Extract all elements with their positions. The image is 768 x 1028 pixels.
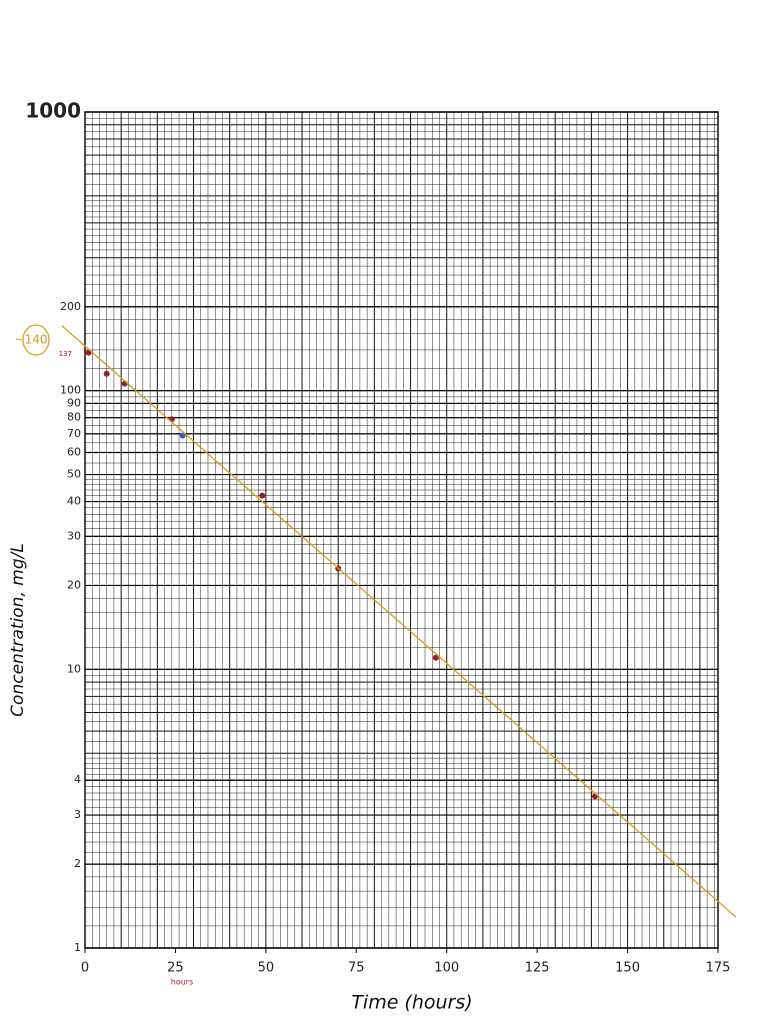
- data-point: [179, 432, 186, 439]
- y-tick-label: 40: [67, 495, 81, 508]
- data-point: [168, 416, 175, 423]
- y-axis-label: Concentration, mg/L: [8, 543, 28, 717]
- plot-frame: [84, 111, 719, 949]
- y-tick-label: 2: [74, 857, 81, 870]
- x-tick-label: 100: [434, 961, 459, 976]
- y-tick-label: 100: [60, 384, 81, 397]
- graph-paper: [84, 112, 718, 949]
- y-tick-label: 70: [67, 427, 81, 440]
- y-tick-label: 90: [67, 396, 81, 409]
- x-tick-label: 25: [167, 961, 184, 976]
- y-tick-label: 1: [74, 941, 81, 954]
- data-point: [432, 654, 439, 661]
- annotation: ~140: [15, 333, 48, 347]
- y-tick-label: 1000: [25, 99, 81, 123]
- annotation-circle: [22, 324, 50, 356]
- y-tick-label: 10: [67, 662, 81, 675]
- data-point: [259, 492, 266, 499]
- x-tick-label: 0: [81, 961, 89, 976]
- x-tick-label: 50: [258, 961, 275, 976]
- x-tick-label: 75: [348, 961, 365, 976]
- annotation: hours: [171, 978, 194, 987]
- data-point: [103, 370, 110, 377]
- y-tick-label: 4: [74, 773, 81, 786]
- y-tick-label: 3: [74, 808, 81, 821]
- y-tick-label: 200: [60, 300, 81, 313]
- y-tick-label: 30: [67, 529, 81, 542]
- y-tick-label: 50: [67, 468, 81, 481]
- y-tick-label: 80: [67, 411, 81, 424]
- y-tick-label: 20: [67, 578, 81, 591]
- fit-line: [61, 325, 737, 918]
- x-axis-label: Time (hours): [351, 992, 472, 1014]
- y-tick-label: 60: [67, 445, 81, 458]
- annotation: 137: [59, 350, 72, 358]
- x-tick-label: 175: [706, 961, 731, 976]
- x-tick-label: 150: [615, 961, 640, 976]
- x-tick-label: 125: [525, 961, 550, 976]
